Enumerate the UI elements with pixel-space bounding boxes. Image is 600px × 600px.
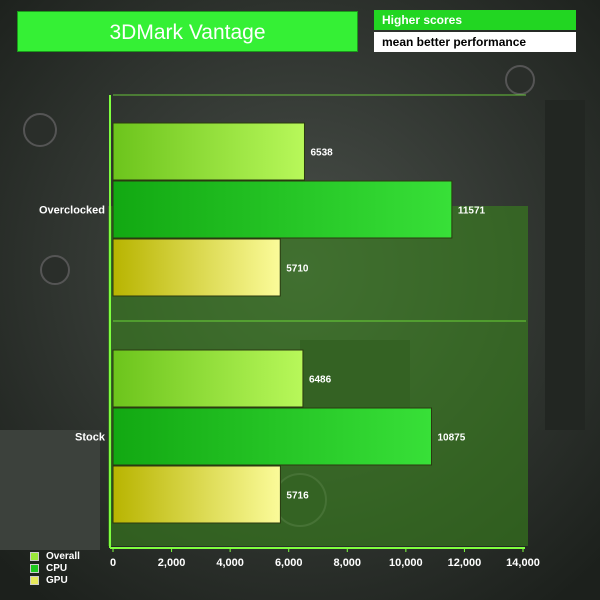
data-label-overclocked-gpu: 5710 — [286, 264, 309, 275]
data-label-overclocked-overall: 6538 — [310, 148, 333, 159]
legend: Overall CPU GPU — [30, 551, 80, 587]
x-tick-label-5: 10,000 — [389, 557, 423, 569]
x-tick-label-6: 12,000 — [448, 557, 482, 569]
category-label-stock: Stock — [75, 432, 106, 444]
data-label-overclocked-cpu: 11571 — [458, 206, 486, 217]
legend-label-cpu: CPU — [46, 563, 68, 574]
legend-swatch-cpu — [30, 564, 39, 573]
legend-label-gpu: GPU — [46, 575, 68, 586]
legend-swatch-gpu — [30, 576, 39, 585]
data-label-stock-cpu: 10875 — [437, 433, 465, 444]
bar-overclocked-gpu — [112, 238, 281, 297]
legend-item-gpu: GPU — [30, 575, 80, 586]
x-tick-label-3: 6,000 — [275, 557, 303, 569]
x-tick-label-7: 14,000 — [506, 557, 540, 569]
category-label-overclocked: Overclocked — [39, 205, 105, 217]
bar-stock-cpu — [112, 407, 432, 466]
note-higher-scores: Higher scores — [374, 10, 576, 30]
data-label-stock-overall: 6486 — [309, 375, 332, 386]
note-better-performance: mean better performance — [374, 32, 576, 52]
x-tick-label-4: 8,000 — [334, 557, 362, 569]
legend-label-overall: Overall — [46, 551, 80, 562]
legend-swatch-overall — [30, 552, 39, 561]
bar-stock-gpu — [112, 465, 281, 524]
x-tick-label-1: 2,000 — [158, 557, 186, 569]
bar-overclocked-overall — [112, 122, 305, 181]
x-tick-label-0: 0 — [110, 557, 116, 569]
bar-overclocked-cpu — [112, 180, 453, 239]
data-label-stock-gpu: 5716 — [286, 491, 309, 502]
bar-stock-overall — [112, 349, 304, 408]
chart-title-box: 3DMark Vantage — [17, 11, 358, 52]
x-tick-label-2: 4,000 — [216, 557, 244, 569]
legend-item-cpu: CPU — [30, 563, 80, 574]
legend-item-overall: Overall — [30, 551, 80, 562]
